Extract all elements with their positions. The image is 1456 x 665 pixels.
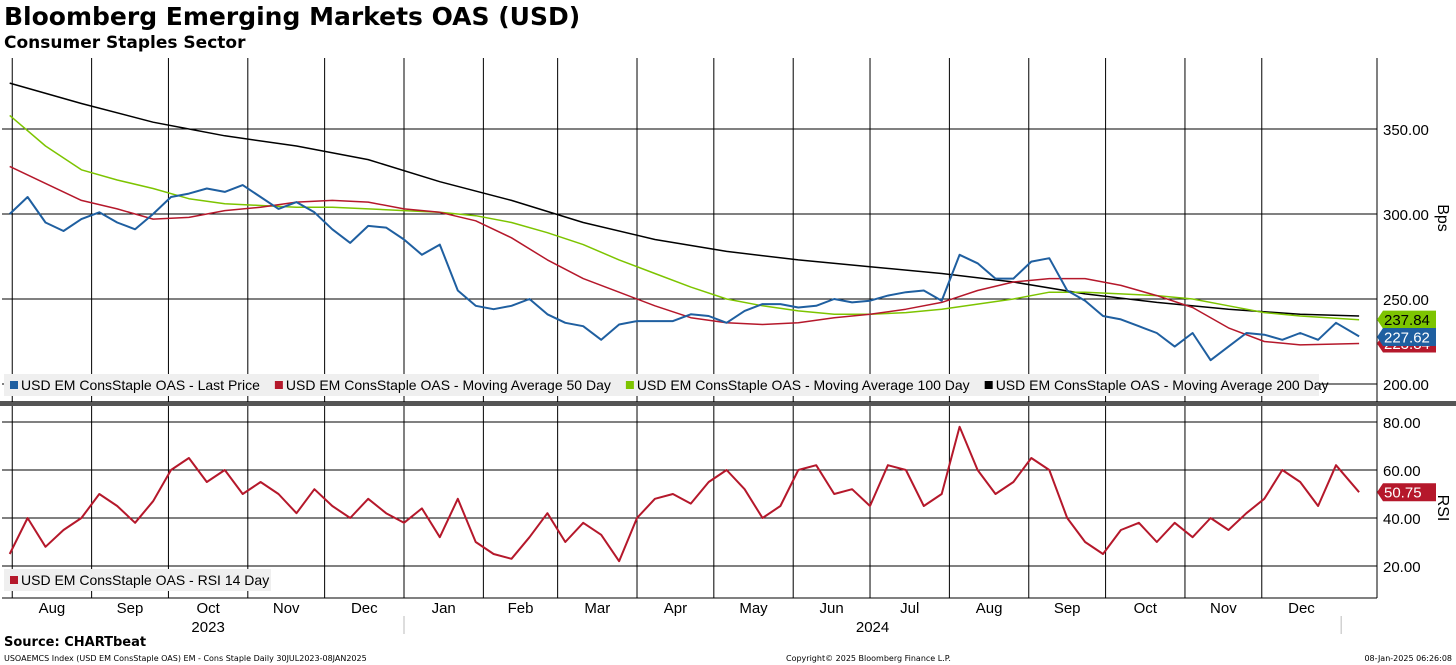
x-year-label: 2023 bbox=[191, 619, 224, 636]
series-line-usd-em-consstaple-oas-moving-average-200-day bbox=[9, 82, 1360, 317]
last-value-tag-label: 237.84 bbox=[1384, 312, 1430, 329]
x-tick-label: Sep bbox=[117, 600, 144, 617]
copyright: Copyright© 2025 Bloomberg Finance L.P. bbox=[786, 654, 951, 663]
last-value-tag: 237.84 bbox=[1377, 310, 1436, 329]
x-tick-label: Nov bbox=[273, 600, 300, 617]
index-description: USOAEMCS Index (USD EM ConsStaple OAS) E… bbox=[4, 654, 367, 663]
last-value-tag-shape bbox=[1377, 328, 1436, 347]
y-tick-label: 200.00 bbox=[1383, 377, 1429, 394]
legend-box bbox=[4, 374, 1319, 396]
plot-frames bbox=[0, 58, 1456, 599]
x-tick-label: Mar bbox=[584, 600, 610, 617]
chart-subtitle: Consumer Staples Sector bbox=[4, 33, 246, 53]
series-line-usd-em-consstaple-oas-rsi-14-day bbox=[8, 425, 1360, 563]
last-value-tag-shape bbox=[1377, 310, 1436, 329]
x-tick-label: Apr bbox=[664, 600, 687, 617]
x-tick-label: Oct bbox=[1134, 600, 1158, 617]
series-line-usd-em-consstaple-oas-last-price bbox=[9, 184, 1360, 362]
y-axis-title: RSI bbox=[1434, 495, 1451, 522]
timestamp: 08-Jan-2025 06:26:08 bbox=[1364, 654, 1452, 663]
x-tick-label: Jul bbox=[900, 600, 919, 617]
grid-lines bbox=[2, 58, 1377, 598]
x-tick-label: May bbox=[739, 600, 768, 617]
last-value-tag-label: 50.75 bbox=[1384, 485, 1422, 502]
x-tick-label: Aug bbox=[976, 600, 1003, 617]
last-value-tag: 227.62 bbox=[1377, 328, 1436, 347]
x-axis-labels: Aug Sep Oct Nov Dec Jan Feb Mar Apr May Jun Jul Aug S… bbox=[39, 600, 1342, 636]
x-tick-label: Dec bbox=[1288, 600, 1315, 617]
x-tick-label: Feb bbox=[508, 600, 534, 617]
legend-swatch bbox=[274, 381, 283, 389]
series-lines bbox=[8, 82, 1360, 563]
legend-box bbox=[4, 569, 271, 591]
y-axis-title: Bps bbox=[1434, 204, 1451, 232]
y-tick-label: 250.00 bbox=[1383, 292, 1429, 309]
y-tick-label: 20.00 bbox=[1383, 559, 1421, 576]
legend-label: USD EM ConsStaple OAS - Moving Average 1… bbox=[637, 377, 970, 393]
x-tick-label: Jan bbox=[432, 600, 456, 617]
y-tick-label: 350.00 bbox=[1383, 122, 1429, 139]
legend-label: USD EM ConsStaple OAS - RSI 14 Day bbox=[21, 572, 269, 588]
x-tick-label: Oct bbox=[196, 600, 220, 617]
y-tick-label: 300.00 bbox=[1383, 207, 1429, 224]
series-line-usd-em-consstaple-oas-moving-average-100-day bbox=[9, 114, 1360, 321]
x-tick-label: Aug bbox=[39, 600, 66, 617]
y-tick-label: 60.00 bbox=[1383, 463, 1421, 480]
x-tick-label: Dec bbox=[351, 600, 378, 617]
series-line-usd-em-consstaple-oas-moving-average-50-day bbox=[9, 165, 1360, 346]
legends: USD EM ConsStaple OAS - Last Price USD EM… bbox=[4, 374, 1328, 591]
legend-label: USD EM ConsStaple OAS - Moving Average 2… bbox=[996, 377, 1329, 393]
panel-separator bbox=[0, 401, 1456, 406]
legend-swatch bbox=[10, 381, 18, 389]
legend-label: USD EM ConsStaple OAS - Moving Average 5… bbox=[286, 377, 611, 393]
legend-label: USD EM ConsStaple OAS - Last Price bbox=[21, 377, 260, 393]
y-tick-label: 80.00 bbox=[1383, 415, 1421, 432]
y-axis-labels: 200.00 250.00 300.00 350.00 20.00 40.00 60.00 8… bbox=[1383, 122, 1451, 576]
legend-swatch bbox=[625, 381, 634, 389]
x-tick-label: Jun bbox=[820, 600, 844, 617]
x-tick-label: Sep bbox=[1054, 600, 1081, 617]
legend-swatch bbox=[984, 381, 993, 389]
y-tick-label: 40.00 bbox=[1383, 511, 1421, 528]
chart-title: Bloomberg Emerging Markets OAS (USD) bbox=[4, 2, 581, 31]
x-year-label: 2024 bbox=[856, 619, 889, 636]
source-label: Source: CHARTbeat bbox=[4, 635, 147, 650]
legend-swatch bbox=[10, 576, 18, 584]
x-tick-label: Nov bbox=[1210, 600, 1237, 617]
last-value-tag-shape bbox=[1377, 483, 1436, 502]
last-value-tag: 50.75 bbox=[1377, 483, 1436, 502]
last-value-tag-label: 227.62 bbox=[1384, 330, 1430, 347]
